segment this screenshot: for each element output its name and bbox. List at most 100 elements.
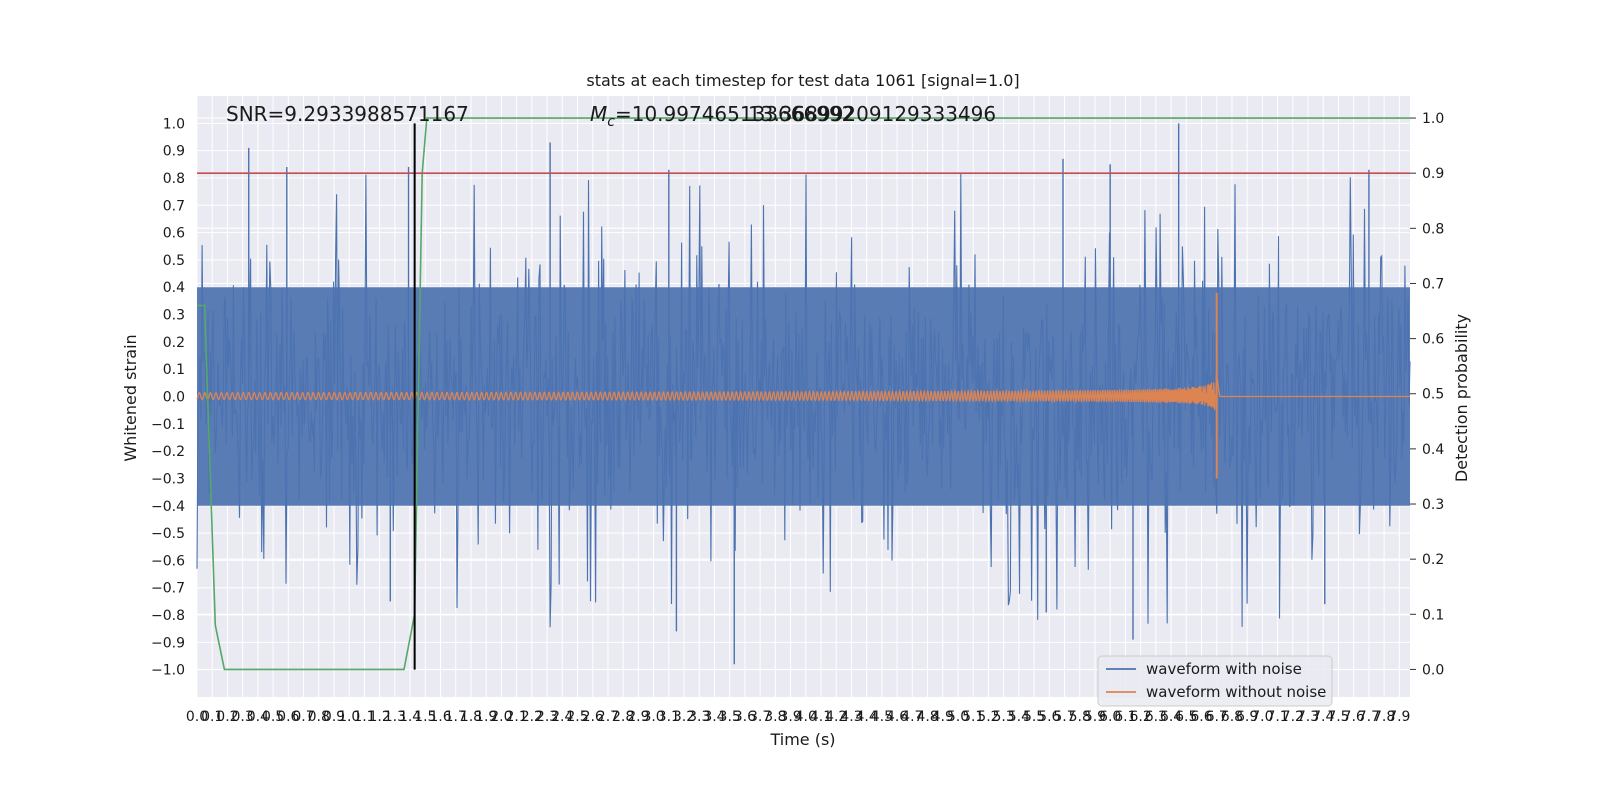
x-tick-label: 2.2 [521, 709, 543, 725]
x-tick-label: 1.6 [429, 709, 451, 725]
x-tick-label: 1.8 [460, 709, 482, 725]
x-tick-label: 2.6 [582, 709, 604, 725]
y-tick-label: 0.2 [163, 335, 185, 351]
y-tick-label-right: 0.9 [1422, 166, 1444, 182]
x-tick-label: 4.2 [825, 709, 847, 725]
x-tick-label: 6.3 [1145, 709, 1167, 725]
x-tick-label: 2.4 [551, 709, 573, 725]
x-tick-label: 0.2 [216, 709, 238, 725]
x-tick-label: 3.2 [673, 709, 695, 725]
x-tick-label: 5.5 [1023, 709, 1045, 725]
x-tick-label: 0.9 [323, 709, 345, 725]
x-tick-label: 0.1 [201, 709, 223, 725]
legend-label-clean: waveform without noise [1146, 683, 1326, 701]
mc-subscript: c [607, 114, 615, 130]
y-tick-label: −0.6 [151, 553, 185, 569]
x-tick-label: 3.4 [703, 709, 725, 725]
y-tick-label: 0.7 [163, 198, 185, 214]
y-tick-label-right: 0.1 [1422, 607, 1444, 623]
y-tick-label: −0.4 [151, 499, 185, 515]
y-tick-label: −0.7 [151, 581, 185, 597]
x-tick-label: 3.5 [719, 709, 741, 725]
x-tick-label: 4.6 [886, 709, 908, 725]
y-tick-label: −0.8 [151, 608, 185, 624]
x-tick-label: 6.5 [1175, 709, 1197, 725]
x-tick-label: 6.9 [1236, 709, 1258, 725]
legend-label-noise: waveform with noise [1146, 660, 1302, 678]
x-tick-label: 4.9 [932, 709, 954, 725]
x-tick-label: 1.3 [384, 709, 406, 725]
x-tick-label: 3.6 [734, 709, 756, 725]
x-tick-label: 2.0 [490, 709, 512, 725]
x-tick-label: 2.5 [566, 709, 588, 725]
y-tick-label: 0.5 [163, 253, 185, 269]
y-tick-label: 0.8 [163, 171, 185, 187]
clean-waveform-path [196, 375, 1410, 411]
x-tick-label: 1.9 [475, 709, 497, 725]
series-waveform-without-noise [196, 292, 1410, 479]
x-tick-label: 0.6 [277, 709, 299, 725]
x-tick-label: 1.1 [353, 709, 375, 725]
axis-ticks: 0.00.10.20.30.40.50.60.70.80.91.01.11.21… [151, 111, 1444, 725]
x-tick-label: 2.7 [597, 709, 619, 725]
y-tick-label: 0.3 [163, 308, 185, 324]
x-tick-label: 5.8 [1069, 709, 1091, 725]
x-tick-label: 1.2 [369, 709, 391, 725]
x-tick-label: 7.7 [1358, 709, 1380, 725]
x-tick-label: 4.5 [871, 709, 893, 725]
y-tick-label: 0.6 [163, 226, 185, 242]
x-tick-label: 5.0 [947, 709, 969, 725]
y-tick-label: −0.9 [151, 635, 185, 651]
x-tick-label: 3.7 [749, 709, 771, 725]
x-tick-label: 1.4 [399, 709, 421, 725]
x-tick-label: 4.8 [916, 709, 938, 725]
x-tick-label: 1.7 [445, 709, 467, 725]
x-tick-label: 0.3 [232, 709, 254, 725]
x-tick-label: 5.6 [1038, 709, 1060, 725]
x-tick-label: 7.5 [1327, 709, 1349, 725]
y-tick-label-right: 0.7 [1422, 276, 1444, 292]
y-tick-label: −0.2 [151, 444, 185, 460]
x-tick-label: 2.1 [505, 709, 527, 725]
x-axis-label: Time (s) [769, 730, 835, 749]
x-tick-label: 6.8 [1221, 709, 1243, 725]
x-tick-label: 5.4 [1008, 709, 1030, 725]
y-tick-label: 0.0 [163, 390, 185, 406]
x-tick-label: 2.9 [627, 709, 649, 725]
x-tick-label: 6.4 [1160, 709, 1182, 725]
y-axis-label: Whitened strain [121, 334, 140, 461]
y-tick-label-right: 0.3 [1422, 497, 1444, 513]
y-tick-label: −1.0 [151, 663, 185, 679]
snr-annotation: SNR=9.2933988571167 [226, 102, 469, 126]
svg-text:Mc=10.997465133666992: Mc=10.997465133666992 [590, 102, 854, 130]
x-tick-label: 1.0 [338, 709, 360, 725]
x-tick-label: 5.2 [977, 709, 999, 725]
y-tick-label: −0.3 [151, 471, 185, 487]
x-tick-label: 6.2 [1129, 709, 1151, 725]
mc-symbol: M [590, 102, 607, 126]
x-tick-label: 6.0 [1099, 709, 1121, 725]
legend: waveform with noise waveform without noi… [1097, 655, 1333, 707]
x-tick-label: 0.8 [308, 709, 330, 725]
x-tick-label: 0.7 [292, 709, 314, 725]
x-tick-label: 2.8 [612, 709, 634, 725]
x-tick-label: 7.8 [1373, 709, 1395, 725]
y-axis-label-right: Detection probability [1452, 314, 1471, 482]
y-tick-label-right: 0.5 [1422, 387, 1444, 403]
x-tick-label: 5.7 [1053, 709, 1075, 725]
y-tick-label-right: 0.4 [1422, 442, 1444, 458]
x-tick-label: 5.1 [962, 709, 984, 725]
overlap-annotation: 13.36899209129333496 [748, 102, 996, 126]
x-tick-label: 3.8 [764, 709, 786, 725]
x-tick-label: 4.7 [901, 709, 923, 725]
x-tick-label: 6.6 [1190, 709, 1212, 725]
x-tick-label: 4.0 [795, 709, 817, 725]
x-tick-label: 3.0 [642, 709, 664, 725]
x-tick-label: 7.9 [1388, 709, 1410, 725]
series-detection-probability [197, 117, 1410, 671]
y-tick-label-right: 0.0 [1422, 662, 1444, 678]
x-tick-label: 3.3 [688, 709, 710, 725]
y-tick-label: −0.1 [151, 417, 185, 433]
